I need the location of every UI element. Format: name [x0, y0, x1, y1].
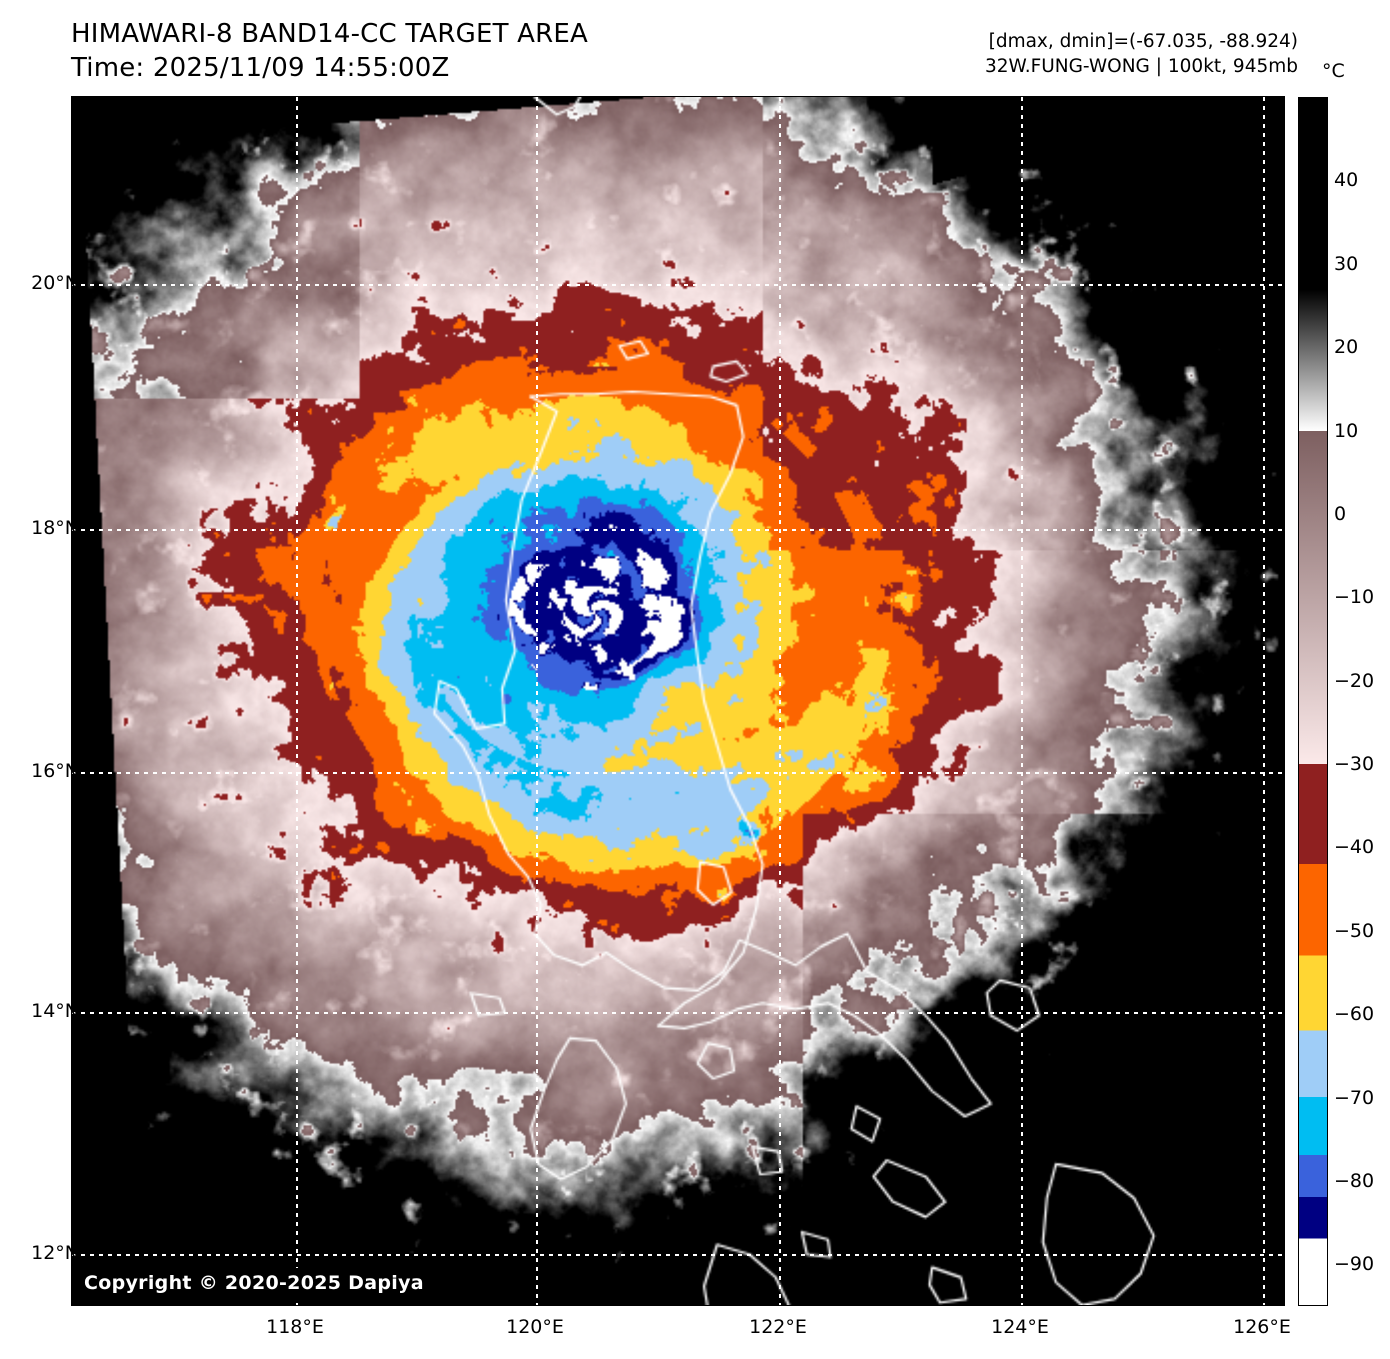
lat-tick-12: 12°N — [31, 1242, 79, 1264]
gridline-lon-120 — [536, 97, 538, 1305]
colorbar-tick-neg10: −10 — [1334, 586, 1375, 609]
metadata-block: [dmax, dmin]=(-67.035, -88.924) 32W.FUNG… — [985, 30, 1298, 80]
colorbar-gradient — [1299, 98, 1327, 1305]
lon-tick-118: 118°E — [266, 1316, 324, 1338]
colorbar-tick-40: 40 — [1334, 169, 1359, 192]
colorbar-tick-20: 20 — [1334, 336, 1359, 359]
lat-tick-14: 14°N — [31, 1000, 79, 1022]
colorbar-tick-neg80: −80 — [1334, 1169, 1375, 1192]
satellite-image-plot: Copyright © 2020-2025 Dapiya — [71, 96, 1285, 1306]
title-block: HIMAWARI-8 BAND14-CC TARGET AREA Time: 2… — [71, 18, 588, 86]
colorbar — [1298, 97, 1328, 1306]
lon-tick-120: 120°E — [506, 1316, 564, 1338]
copyright-notice: Copyright © 2020-2025 Dapiya — [72, 1268, 436, 1299]
lon-tick-126: 126°E — [1233, 1316, 1291, 1338]
colorbar-tick-neg70: −70 — [1334, 1086, 1375, 1109]
lat-tick-20: 20°N — [31, 272, 79, 294]
gridline-lon-126 — [1263, 97, 1265, 1305]
colorbar-tick-0: 0 — [1334, 502, 1347, 525]
colorbar-tick-neg30: −30 — [1334, 753, 1375, 776]
colorbar-tick-neg60: −60 — [1334, 1003, 1375, 1026]
storm-info-line: 32W.FUNG-WONG | 100kt, 945mb — [984, 55, 1298, 77]
colorbar-tick-neg20: −20 — [1334, 669, 1375, 692]
data-minmax-line: [dmax, dmin]=(-67.035, -88.924) — [988, 31, 1298, 52]
lon-tick-122: 122°E — [749, 1316, 807, 1338]
gridline-lon-118 — [296, 97, 298, 1305]
colorbar-tick-10: 10 — [1334, 419, 1359, 442]
colorbar-tick-neg50: −50 — [1334, 919, 1375, 942]
lat-tick-16: 16°N — [31, 760, 79, 782]
satellite-brightness-temperature-raster — [72, 97, 1284, 1305]
colorbar-tick-neg90: −90 — [1334, 1253, 1375, 1276]
gridline-lat-12 — [72, 1254, 1284, 1256]
gridline-lon-122 — [779, 97, 781, 1305]
colorbar-tick-30: 30 — [1334, 252, 1359, 275]
gridline-lat-18 — [72, 529, 1284, 531]
lat-tick-18: 18°N — [31, 517, 79, 539]
gridline-lat-16 — [72, 772, 1284, 774]
graticule-grid — [72, 97, 1284, 1305]
timestamp-line: Time: 2025/11/09 14:55:00Z — [71, 52, 450, 83]
colorbar-tick-neg40: −40 — [1334, 836, 1375, 859]
gridline-lat-20 — [72, 284, 1284, 286]
colorbar-units-label: °C — [1322, 60, 1345, 82]
gridline-lon-124 — [1021, 97, 1023, 1305]
lon-tick-124: 124°E — [991, 1316, 1049, 1338]
page-title: HIMAWARI-8 BAND14-CC TARGET AREA — [71, 19, 589, 49]
gridline-lat-14 — [72, 1012, 1284, 1014]
